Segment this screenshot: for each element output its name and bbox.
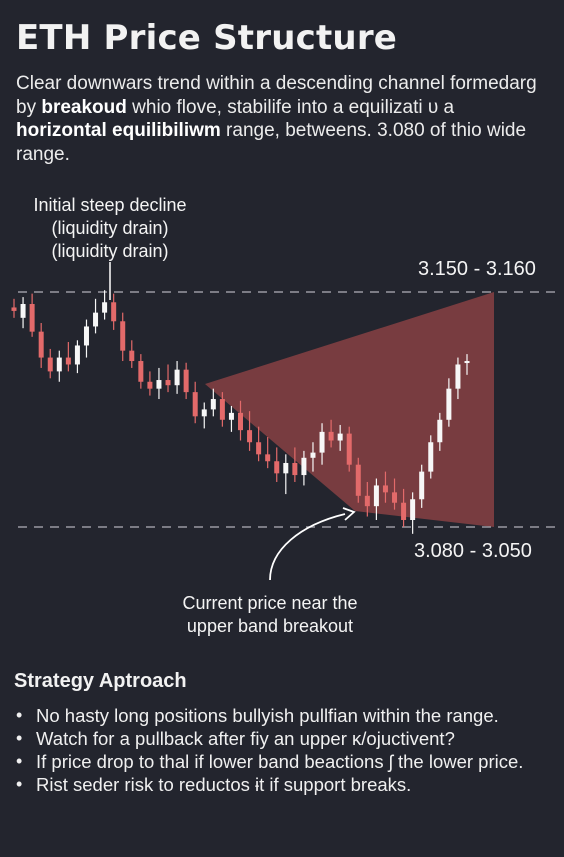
candle-body bbox=[138, 361, 144, 382]
bullet-icon: • bbox=[16, 705, 23, 725]
strategy-list: • No hasty long positions bullyish pullfi… bbox=[14, 704, 550, 796]
candle-body bbox=[111, 302, 117, 322]
strategy-item-text: No hasty long positions bullyish pullfia… bbox=[36, 705, 499, 726]
candle-body bbox=[310, 452, 316, 458]
candle-body bbox=[364, 495, 370, 507]
strategy-title: Strategy Aptroach bbox=[14, 670, 187, 692]
candle-body bbox=[346, 433, 352, 465]
strategy-item-text: Rist seder risk to reductos ɨt if suppor… bbox=[36, 774, 412, 795]
intro-part-3: range, betweens. 3.080 of thio wide rang… bbox=[16, 120, 527, 165]
candle-body bbox=[328, 431, 334, 441]
candle-body bbox=[192, 392, 198, 417]
candle-body bbox=[11, 307, 17, 311]
intro-bold-1: breakoud bbox=[41, 96, 127, 118]
candle-body bbox=[464, 361, 470, 364]
intro-bold-2: horizontal equilibiliwm bbox=[16, 120, 221, 141]
candle-body bbox=[20, 304, 26, 318]
price-chart bbox=[0, 185, 564, 655]
candle-body bbox=[337, 433, 343, 441]
candle-body bbox=[292, 462, 298, 476]
strategy-item: • If price drop to thal if lower band bea… bbox=[14, 750, 550, 773]
decline-annotation: Initial steep decline (liquidity drain) … bbox=[10, 194, 210, 263]
candle-body bbox=[156, 380, 162, 389]
candle-body bbox=[201, 409, 207, 417]
strategy-item: • Rist seder risk to reductos ɨt if suppo… bbox=[14, 773, 550, 796]
candle-body bbox=[437, 419, 443, 443]
decline-annotation-line-2: (liquidity drain) bbox=[51, 218, 169, 238]
candle-body bbox=[419, 471, 425, 500]
candle-body bbox=[165, 380, 171, 386]
candle-body bbox=[392, 492, 398, 503]
candle-body bbox=[455, 364, 461, 389]
current-price-annotation: Current price near the upper band breako… bbox=[130, 592, 410, 638]
candle-body bbox=[183, 369, 189, 393]
bullet-icon: • bbox=[16, 751, 23, 771]
candle-body bbox=[47, 357, 53, 372]
candle-body bbox=[210, 399, 216, 410]
candle-body bbox=[410, 499, 416, 520]
candle-body bbox=[29, 304, 35, 332]
candle-body bbox=[74, 345, 80, 365]
current-price-annotation-line-2: upper band breakout bbox=[186, 616, 354, 636]
upper-level-label: 3.150 - 3.160 bbox=[418, 258, 536, 280]
candle-body bbox=[274, 461, 280, 474]
candle-body bbox=[301, 457, 307, 476]
candle-body bbox=[401, 502, 407, 520]
candle-body bbox=[228, 412, 234, 420]
current-price-annotation-line-1: Current price near the bbox=[182, 593, 358, 613]
bullet-icon: • bbox=[16, 774, 23, 794]
candle-body bbox=[446, 388, 452, 420]
candle-body bbox=[428, 442, 434, 472]
candles-group bbox=[11, 290, 470, 534]
chart-canvas bbox=[11, 262, 556, 581]
strategy-item: • Watch for a pullback after fiy an upper… bbox=[14, 727, 550, 750]
candle-body bbox=[219, 399, 225, 420]
current-price-arrow bbox=[269, 513, 346, 581]
strategy-item: • No hasty long positions bullyish pullfi… bbox=[14, 704, 550, 727]
strategy-item-text: Watch for a pullback after fiy an upper … bbox=[36, 728, 455, 749]
intro-text: Clear downwars trend within a descending… bbox=[16, 72, 546, 166]
candle-body bbox=[65, 357, 71, 365]
candle-body bbox=[256, 442, 262, 455]
candle-body bbox=[147, 381, 153, 389]
candle-body bbox=[83, 326, 89, 346]
page-title: ETH Price Structure bbox=[16, 18, 398, 58]
candle-body bbox=[283, 462, 289, 474]
candle-body bbox=[56, 357, 62, 372]
candle-body bbox=[120, 321, 126, 351]
candle-body bbox=[247, 430, 253, 443]
candle-body bbox=[102, 302, 108, 313]
intro-part-2: whio flove, stabilife into a equilizati … bbox=[126, 96, 455, 118]
candle-body bbox=[93, 312, 99, 327]
candle-body bbox=[129, 350, 135, 362]
candle-body bbox=[174, 369, 180, 386]
decline-annotation-line-3: (liquidity drain) bbox=[51, 241, 169, 261]
bullet-icon: • bbox=[16, 728, 23, 748]
candle-body bbox=[265, 454, 271, 462]
decline-annotation-line-1: Initial steep decline bbox=[33, 195, 187, 215]
candle-body bbox=[373, 485, 379, 507]
current-price-arrow-head bbox=[342, 507, 356, 521]
candle-body bbox=[319, 431, 325, 453]
lower-level-label: 3.080 - 3.050 bbox=[414, 540, 532, 562]
candle-body bbox=[238, 412, 243, 431]
candle-body bbox=[38, 331, 44, 358]
intro-part-1: Clear downwars trend within a descending… bbox=[16, 73, 537, 118]
candle-body bbox=[382, 485, 388, 493]
candle-body bbox=[355, 464, 361, 496]
strategy-item-text: If price drop to thal if lower band beac… bbox=[36, 751, 524, 772]
